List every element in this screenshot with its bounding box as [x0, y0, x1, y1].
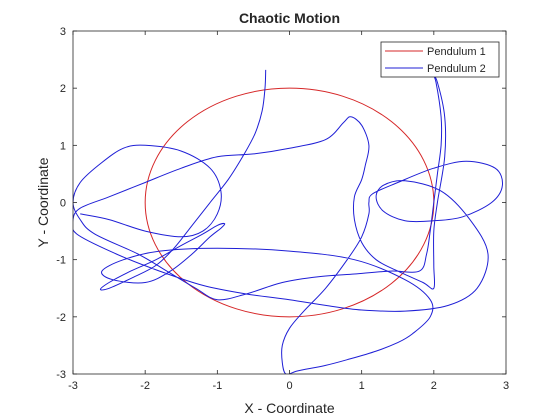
- series-layer: [73, 69, 504, 374]
- x-axis-label: X - Coordinate: [244, 400, 334, 416]
- x-tick-label: 2: [431, 380, 437, 392]
- chart-title: Chaotic Motion: [239, 10, 340, 26]
- x-tick-label: -1: [212, 380, 222, 392]
- x-tick-label: 0: [286, 380, 292, 392]
- y-tick-label: 2: [60, 83, 66, 95]
- x-tick-label: 1: [359, 380, 365, 392]
- y-tick-label: -3: [56, 369, 66, 381]
- y-tick-label: -1: [56, 255, 66, 267]
- legend-label-pendulum-2: Pendulum 2: [427, 63, 486, 75]
- y-tick-label: 3: [60, 26, 66, 38]
- x-tick-label: -3: [68, 380, 78, 392]
- legend-label-pendulum-1: Pendulum 1: [427, 46, 486, 58]
- y-tick-label: -2: [56, 312, 66, 324]
- legend-box: [380, 41, 500, 78]
- series-pendulum-2: [73, 69, 504, 374]
- x-tick-label: 3: [503, 380, 509, 392]
- y-tick-label: 1: [60, 140, 66, 152]
- legend: Pendulum 1 Pendulum 2: [380, 41, 500, 78]
- y-tick-label: 0: [60, 198, 66, 210]
- plot-area: [73, 31, 506, 374]
- x-tick-label: -2: [140, 380, 150, 392]
- axes-layer: -3 -2 -1 0 1 2 3 3 2 1 0 -1 -2 -3: [56, 26, 509, 392]
- y-axis-label: Y - Coordinate: [35, 157, 51, 247]
